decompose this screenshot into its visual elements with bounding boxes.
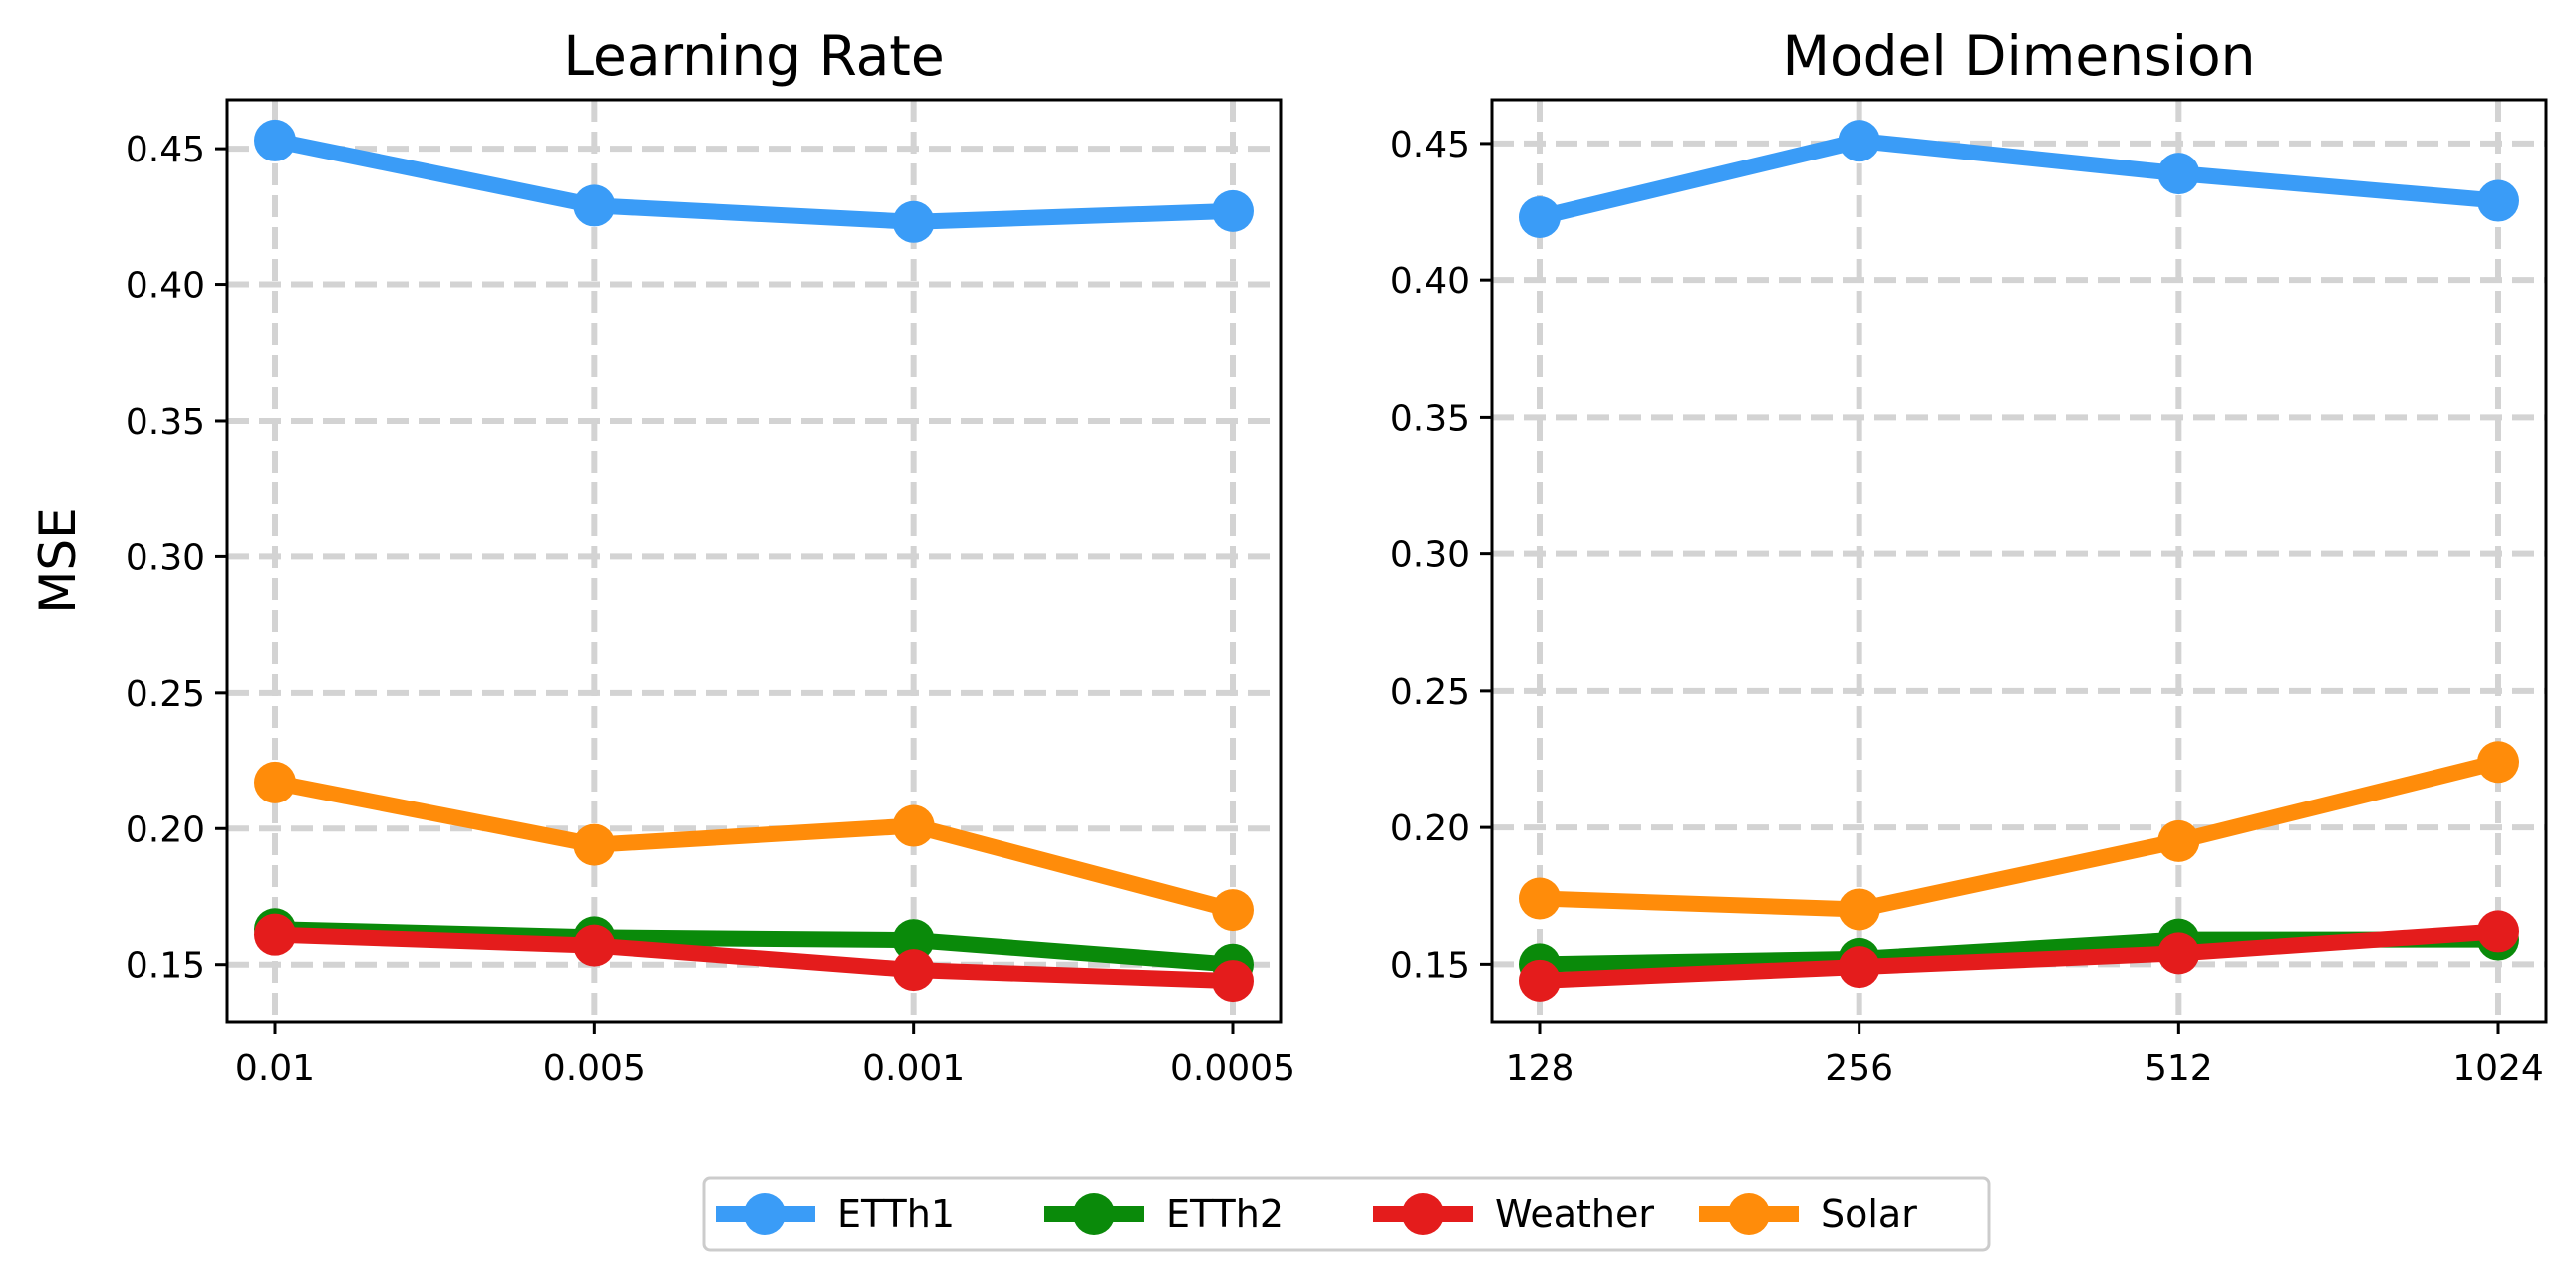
y-axis-label: MSE: [29, 507, 87, 613]
data-point-weather: [1212, 960, 1254, 1003]
series-line-weather: [267, 926, 1241, 990]
x-tick-label: 1024: [2452, 1048, 2544, 1089]
data-point-weather: [2157, 932, 2200, 975]
legend-marker: [744, 1193, 786, 1235]
series-line-solar: [267, 774, 1241, 919]
data-point-weather: [573, 924, 616, 967]
x-tick-label: 0.001: [862, 1048, 965, 1089]
data-point-solar: [1212, 889, 1254, 932]
y-tick-label: 0.30: [126, 537, 205, 578]
legend-label: Solar: [1821, 1192, 1917, 1236]
legend-label: Weather: [1495, 1192, 1654, 1236]
legend-entry-solar: Solar: [1699, 1192, 1917, 1236]
data-point-solar: [2477, 741, 2519, 784]
data-point-etth1: [2477, 179, 2519, 222]
series-weather: [1519, 910, 2519, 1002]
y-tick-label: 0.20: [1390, 808, 1470, 849]
data-point-etth1: [254, 119, 296, 161]
legend-label: ETTh1: [837, 1192, 955, 1236]
data-point-solar: [573, 823, 616, 866]
y-tick-label: 0.45: [1390, 125, 1470, 165]
legend-marker: [1073, 1193, 1115, 1235]
data-point-etth1: [1519, 196, 1561, 239]
y-tick-label: 0.40: [126, 266, 205, 307]
x-tick-label: 0.0005: [1170, 1048, 1295, 1089]
series-etth1: [1519, 120, 2519, 239]
legend: ETTh1 ETTh2 Weather Solar: [702, 1176, 1991, 1252]
data-point-weather: [254, 913, 296, 956]
data-point-weather: [892, 949, 935, 992]
series-line-solar: [1532, 754, 2506, 918]
y-tick-label: 0.30: [1390, 535, 1470, 576]
y-tick-label: 0.40: [1390, 261, 1470, 302]
x-tick-label: 0.005: [543, 1048, 646, 1089]
y-tick-label: 0.25: [126, 674, 205, 715]
legend-entry-etth1: ETTh1: [716, 1192, 955, 1236]
series-solar: [1519, 741, 2519, 931]
x-tick-label: 256: [1825, 1048, 1893, 1089]
y-tick-label: 0.35: [1390, 398, 1470, 439]
y-tick-label: 0.35: [126, 402, 205, 443]
data-point-weather: [2477, 910, 2519, 953]
y-tick-label: 0.15: [1390, 945, 1470, 986]
chart-title: Learning Rate: [563, 24, 944, 88]
data-point-etth1: [892, 200, 935, 243]
axes-frame: [1490, 98, 2548, 1024]
legend-entry-weather: Weather: [1373, 1192, 1654, 1236]
data-point-solar: [2157, 819, 2200, 862]
data-point-weather: [1838, 946, 1880, 989]
y-tick-label: 0.20: [126, 809, 205, 850]
series-line-weather: [1532, 923, 2506, 989]
data-point-etth1: [1212, 189, 1254, 232]
legend-label: ETTh2: [1166, 1192, 1284, 1236]
data-point-weather: [1519, 959, 1561, 1002]
x-tick-label: 512: [2145, 1048, 2213, 1089]
series-etth1: [254, 119, 1254, 243]
series-weather: [254, 913, 1254, 1003]
legend-marker: [1402, 1193, 1444, 1235]
data-point-solar: [1838, 888, 1880, 931]
x-tick-label: 128: [1506, 1048, 1574, 1089]
series-line-etth1: [267, 132, 1241, 230]
series-line-etth1: [1532, 133, 2506, 226]
legend-marker: [1728, 1193, 1770, 1235]
x-tick-label: 0.01: [235, 1048, 315, 1089]
chart-learning-rate: 0.15 0.20 0.25 0.30 0.35 0.40 0.45 0.01 0.005 0.0…: [29, 24, 1295, 1089]
data-point-etth1: [2157, 153, 2200, 195]
data-point-solar: [254, 761, 296, 803]
y-tick-label: 0.45: [126, 130, 205, 170]
y-tick-label: 0.25: [1390, 672, 1470, 713]
data-point-solar: [1519, 877, 1561, 920]
legend-entry-etth2: ETTh2: [1044, 1192, 1284, 1236]
chart-title: Model Dimension: [1783, 24, 2256, 88]
data-point-etth1: [573, 184, 616, 227]
y-tick-label: 0.15: [126, 946, 205, 987]
data-point-etth1: [1838, 120, 1880, 162]
axes-frame: [225, 98, 1283, 1024]
chart-model-dimension: 0.15 0.20 0.25 0.30 0.35 0.40 0.45 128 256 512 102…: [1390, 24, 2548, 1089]
series-solar: [254, 761, 1254, 932]
legend-frame: [702, 1176, 1991, 1252]
data-point-etth2: [892, 919, 935, 962]
data-point-solar: [892, 804, 935, 847]
